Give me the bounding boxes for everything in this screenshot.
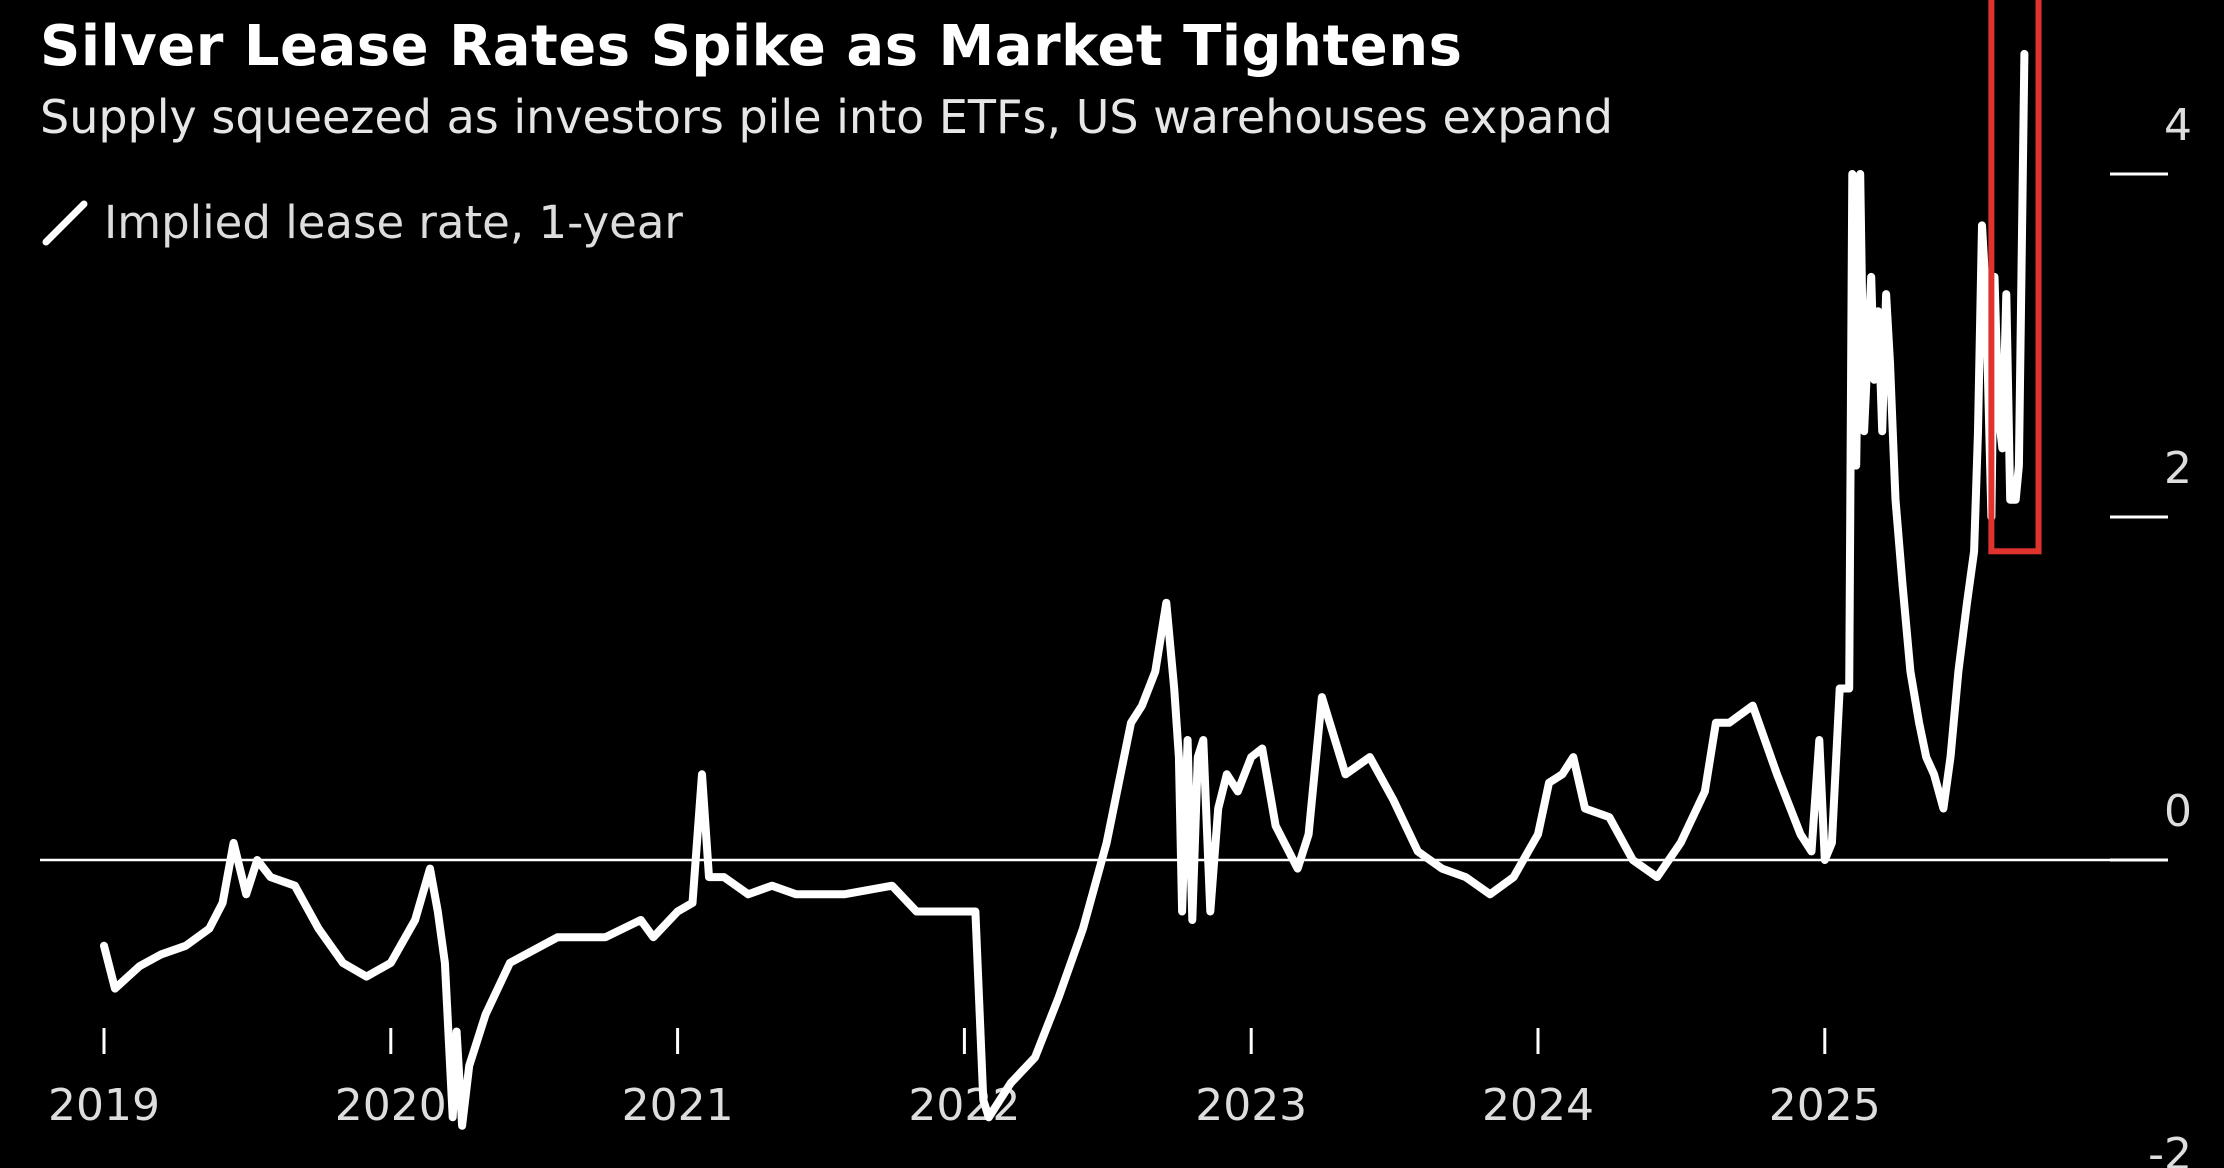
y-tick-label: 2 bbox=[2164, 443, 2192, 494]
legend-label: Implied lease rate, 1-year bbox=[104, 196, 683, 249]
x-axis: 2019 2020 2021 2022 2023 2024 2025 bbox=[48, 1028, 1881, 1131]
legend-line-icon bbox=[42, 200, 88, 245]
y-tick-label: 0 bbox=[2164, 786, 2192, 837]
x-tick-label: 2025 bbox=[1769, 1080, 1881, 1131]
x-tick-label: 2024 bbox=[1482, 1080, 1594, 1131]
x-tick-label: 2023 bbox=[1195, 1080, 1307, 1131]
y-tick-label: -2 bbox=[2148, 1129, 2192, 1168]
x-tick-label: 2022 bbox=[908, 1080, 1020, 1131]
chart-title: Silver Lease Rates Spike as Market Tight… bbox=[40, 14, 1463, 79]
chart-subtitle: Supply squeezed as investors pile into E… bbox=[40, 90, 1613, 144]
y-axis: 6%420-2 bbox=[2110, 100, 2192, 1168]
series-line-implied-lease-rate bbox=[100, 49, 2029, 1130]
x-tick-label: 2020 bbox=[335, 1080, 447, 1131]
y-tick-label: 4 bbox=[2164, 100, 2192, 151]
x-tick-label: 2019 bbox=[48, 1080, 160, 1131]
x-tick-label: 2021 bbox=[622, 1080, 734, 1131]
highlight-box bbox=[1988, 0, 2042, 555]
legend: Implied lease rate, 1-year bbox=[40, 196, 683, 249]
